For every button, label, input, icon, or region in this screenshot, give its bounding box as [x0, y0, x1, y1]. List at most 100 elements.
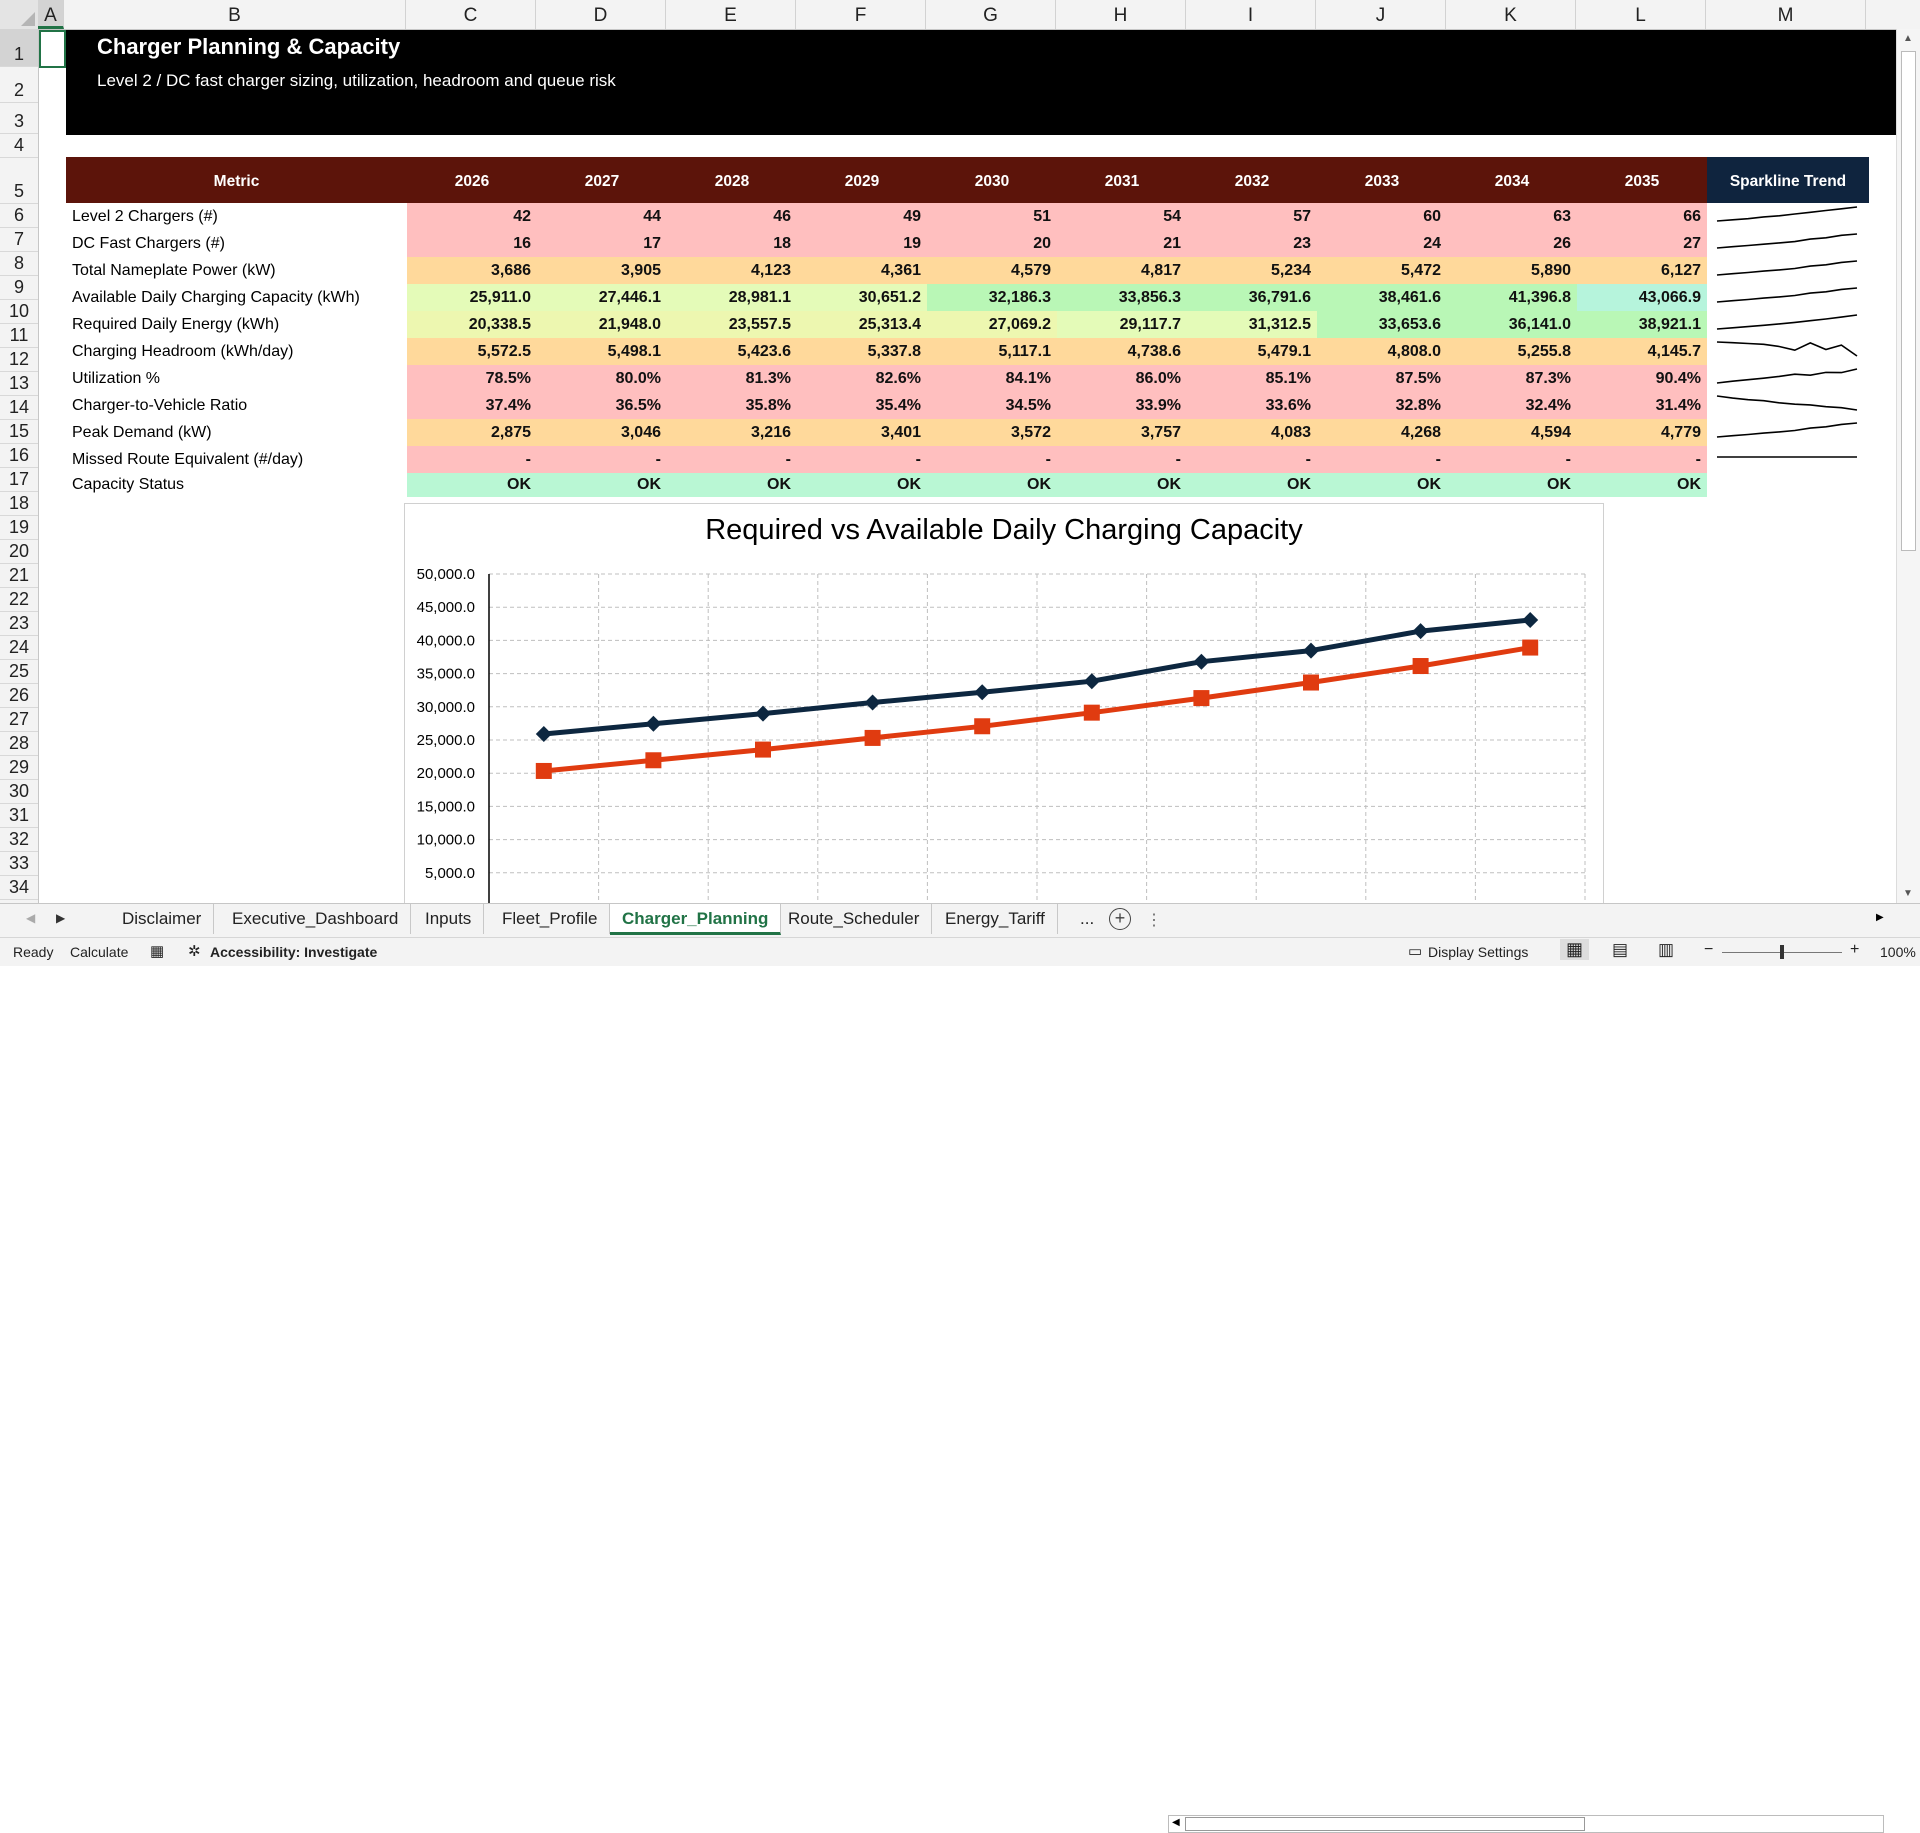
metric-value[interactable]: - [797, 446, 927, 473]
metric-value[interactable]: 36,791.6 [1187, 284, 1317, 311]
metric-value[interactable]: 31.4% [1577, 392, 1707, 419]
metric-value[interactable]: OK [667, 473, 797, 497]
tab-scroll-right-icon[interactable]: ▶ [56, 911, 66, 925]
metric-value[interactable]: 54 [1057, 203, 1187, 230]
metric-label[interactable]: Utilization % [72, 369, 161, 387]
row-header-28[interactable]: 28 [0, 732, 38, 756]
metric-value[interactable]: 57 [1187, 203, 1317, 230]
metric-value[interactable]: 6,127 [1577, 257, 1707, 284]
metric-value[interactable]: 25,313.4 [797, 311, 927, 338]
tab-scroll-left-icon[interactable]: ◀ [26, 911, 36, 925]
row-header-30[interactable]: 30 [0, 780, 38, 804]
row-header-1[interactable]: 1 [0, 29, 38, 67]
row-header-5[interactable]: 5 [0, 158, 38, 204]
metric-value[interactable]: OK [1187, 473, 1317, 497]
sparkline-cell[interactable] [1707, 311, 1869, 338]
metric-value[interactable]: 32.4% [1447, 392, 1577, 419]
metric-label[interactable]: Charging Headroom (kWh/day) [72, 342, 294, 360]
metric-value[interactable]: 27,069.2 [927, 311, 1057, 338]
row-header-21[interactable]: 21 [0, 564, 38, 588]
zoom-in-icon[interactable]: + [1850, 941, 1860, 958]
metric-value[interactable]: 16 [407, 230, 537, 257]
metric-value[interactable]: 4,738.6 [1057, 338, 1187, 365]
metric-value[interactable]: 81.3% [667, 365, 797, 392]
metric-value[interactable]: 60 [1317, 203, 1447, 230]
metric-value[interactable]: 5,572.5 [407, 338, 537, 365]
column-header-f[interactable]: F [796, 0, 926, 29]
metric-value[interactable]: 4,808.0 [1317, 338, 1447, 365]
metric-value[interactable]: OK [1577, 473, 1707, 497]
metric-value[interactable]: OK [927, 473, 1057, 497]
metric-value[interactable]: 63 [1447, 203, 1577, 230]
metric-value[interactable]: 5,423.6 [667, 338, 797, 365]
metric-value[interactable]: 37.4% [407, 392, 537, 419]
column-header-g[interactable]: G [926, 0, 1056, 29]
metric-value[interactable]: - [927, 446, 1057, 473]
metric-value[interactable]: - [1447, 446, 1577, 473]
sparkline-cell[interactable] [1707, 392, 1869, 419]
metric-value[interactable]: 4,123 [667, 257, 797, 284]
vertical-scroll-thumb[interactable] [1901, 51, 1916, 551]
metric-value[interactable]: 4,594 [1447, 419, 1577, 446]
sparkline-cell[interactable] [1707, 419, 1869, 446]
metric-value[interactable]: 25,911.0 [407, 284, 537, 311]
tab-route-scheduler[interactable]: Route_Scheduler [776, 904, 933, 934]
metric-value[interactable]: OK [1057, 473, 1187, 497]
metric-value[interactable]: OK [1447, 473, 1577, 497]
page-layout-view-icon[interactable]: ▤ [1612, 940, 1629, 959]
metric-value[interactable]: 19 [797, 230, 927, 257]
column-header-m[interactable]: M [1706, 0, 1866, 29]
metric-value[interactable]: 5,255.8 [1447, 338, 1577, 365]
row-header-4[interactable]: 4 [0, 134, 38, 158]
metric-label[interactable]: Charger-to-Vehicle Ratio [72, 396, 248, 414]
accessibility-status[interactable]: Accessibility: Investigate [210, 944, 378, 960]
row-header-13[interactable]: 13 [0, 372, 38, 396]
metric-value[interactable]: 49 [797, 203, 927, 230]
sparkline-cell[interactable] [1707, 203, 1869, 230]
hscroll-right-arrow[interactable]: ▶ [1876, 912, 1884, 923]
metric-value[interactable]: 35.4% [797, 392, 927, 419]
display-settings-icon[interactable]: ▭ [1408, 943, 1423, 960]
tab-charger-planning[interactable]: Charger_Planning [610, 904, 782, 935]
metric-value[interactable]: OK [537, 473, 667, 497]
column-header-a[interactable]: A [38, 0, 64, 29]
tab-inputs[interactable]: Inputs [413, 904, 485, 934]
metric-label[interactable]: Missed Route Equivalent (#/day) [72, 450, 304, 468]
row-header-31[interactable]: 31 [0, 804, 38, 828]
row-header-10[interactable]: 10 [0, 300, 38, 324]
metric-value[interactable]: 3,046 [537, 419, 667, 446]
metric-value[interactable]: 32.8% [1317, 392, 1447, 419]
metric-value[interactable]: 36,141.0 [1447, 311, 1577, 338]
row-header-26[interactable]: 26 [0, 684, 38, 708]
row-header-9[interactable]: 9 [0, 276, 38, 300]
metric-value[interactable]: 21 [1057, 230, 1187, 257]
metric-value[interactable]: 4,579 [927, 257, 1057, 284]
metric-value[interactable]: 4,083 [1187, 419, 1317, 446]
sparkline-cell[interactable] [1707, 257, 1869, 284]
metric-value[interactable]: 51 [927, 203, 1057, 230]
metric-value[interactable]: 5,117.1 [927, 338, 1057, 365]
metric-label[interactable]: Total Nameplate Power (kW) [72, 261, 276, 279]
metric-label[interactable]: Capacity Status [72, 476, 185, 493]
tab-fleet-profile[interactable]: Fleet_Profile [490, 904, 611, 934]
macro-recording-icon[interactable]: ▦ [150, 943, 165, 960]
metric-value[interactable]: 46 [667, 203, 797, 230]
row-header-18[interactable]: 18 [0, 492, 38, 516]
metric-value[interactable]: 26 [1447, 230, 1577, 257]
metric-value[interactable]: OK [1317, 473, 1447, 497]
sparkline-cell[interactable] [1707, 230, 1869, 257]
tab-disclaimer[interactable]: Disclaimer [110, 904, 215, 934]
metric-value[interactable]: 32,186.3 [927, 284, 1057, 311]
metric-value[interactable]: 31,312.5 [1187, 311, 1317, 338]
metric-value[interactable]: 30,651.2 [797, 284, 927, 311]
metric-label[interactable]: Available Daily Charging Capacity (kWh) [72, 288, 360, 306]
row-header-17[interactable]: 17 [0, 468, 38, 492]
hscroll-left-arrow[interactable]: ◀ [1172, 1817, 1180, 1828]
row-header-33[interactable]: 33 [0, 852, 38, 876]
tab-executive-dashboard[interactable]: Executive_Dashboard [220, 904, 412, 934]
metric-value[interactable]: OK [407, 473, 537, 497]
row-header-25[interactable]: 25 [0, 660, 38, 684]
metric-value[interactable]: 3,572 [927, 419, 1057, 446]
metric-value[interactable]: 33.9% [1057, 392, 1187, 419]
metric-value[interactable]: - [667, 446, 797, 473]
